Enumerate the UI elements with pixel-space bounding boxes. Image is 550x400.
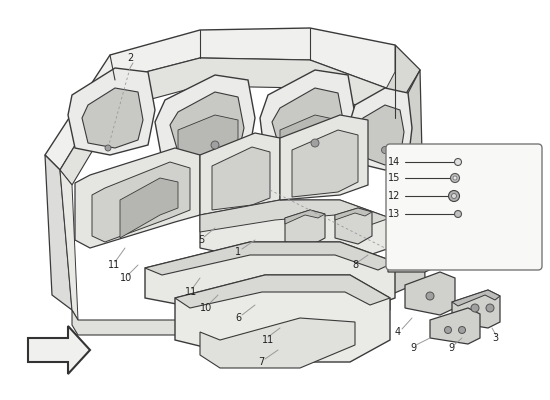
Circle shape (382, 146, 388, 154)
Polygon shape (200, 200, 390, 265)
Polygon shape (358, 105, 404, 165)
Polygon shape (45, 155, 72, 310)
Polygon shape (200, 133, 280, 215)
Polygon shape (452, 290, 500, 328)
Polygon shape (175, 275, 390, 362)
Polygon shape (405, 272, 455, 315)
Polygon shape (200, 318, 355, 368)
Text: 1: 1 (235, 247, 241, 257)
Text: 9: 9 (448, 343, 454, 353)
Circle shape (454, 158, 461, 166)
Circle shape (454, 210, 461, 218)
Text: 11: 11 (108, 260, 120, 270)
Polygon shape (272, 88, 344, 160)
Polygon shape (280, 115, 368, 200)
Text: 14: 14 (388, 157, 400, 167)
Polygon shape (380, 45, 420, 118)
Circle shape (105, 145, 111, 151)
Polygon shape (92, 162, 190, 242)
Polygon shape (292, 130, 358, 197)
Text: 15: 15 (388, 173, 400, 183)
Circle shape (452, 194, 456, 198)
Circle shape (453, 176, 457, 180)
Polygon shape (75, 148, 200, 248)
Polygon shape (348, 88, 412, 170)
Polygon shape (28, 326, 90, 374)
Polygon shape (200, 200, 390, 232)
Polygon shape (388, 232, 440, 272)
Polygon shape (430, 308, 480, 344)
Polygon shape (145, 242, 395, 318)
Text: 10: 10 (200, 303, 212, 313)
Text: 4: 4 (395, 327, 401, 337)
Polygon shape (178, 115, 238, 162)
Polygon shape (280, 115, 338, 160)
Polygon shape (260, 70, 355, 165)
Polygon shape (425, 225, 455, 265)
Text: 13: 13 (388, 209, 400, 219)
Circle shape (471, 304, 479, 312)
Polygon shape (45, 28, 420, 170)
Polygon shape (452, 290, 500, 306)
Polygon shape (155, 75, 255, 168)
Circle shape (426, 292, 434, 300)
Polygon shape (60, 170, 78, 320)
Circle shape (311, 139, 319, 147)
Polygon shape (72, 295, 390, 335)
Circle shape (448, 190, 459, 202)
Text: 10: 10 (120, 273, 132, 283)
Text: 2: 2 (127, 53, 133, 63)
Polygon shape (170, 92, 244, 162)
Circle shape (211, 141, 219, 149)
Text: 3: 3 (492, 333, 498, 343)
Text: 11: 11 (185, 287, 197, 297)
Text: 8: 8 (352, 260, 358, 270)
Polygon shape (335, 208, 372, 220)
FancyBboxPatch shape (386, 144, 542, 270)
Circle shape (436, 240, 444, 248)
Polygon shape (335, 208, 372, 244)
Polygon shape (120, 178, 178, 238)
Polygon shape (82, 88, 143, 148)
Circle shape (486, 304, 494, 312)
Polygon shape (68, 68, 155, 155)
Circle shape (459, 326, 465, 334)
Text: 6: 6 (235, 313, 241, 323)
Polygon shape (145, 242, 395, 275)
Polygon shape (175, 275, 390, 308)
Text: 9: 9 (410, 343, 416, 353)
Text: 7: 7 (258, 357, 264, 367)
Text: 12: 12 (388, 191, 400, 201)
Polygon shape (285, 210, 325, 246)
Text: 5: 5 (198, 235, 204, 245)
Circle shape (450, 174, 459, 182)
Polygon shape (285, 210, 325, 224)
Circle shape (444, 326, 452, 334)
Text: 11: 11 (262, 335, 274, 345)
Polygon shape (60, 58, 405, 185)
Polygon shape (390, 70, 425, 295)
Polygon shape (212, 147, 270, 210)
